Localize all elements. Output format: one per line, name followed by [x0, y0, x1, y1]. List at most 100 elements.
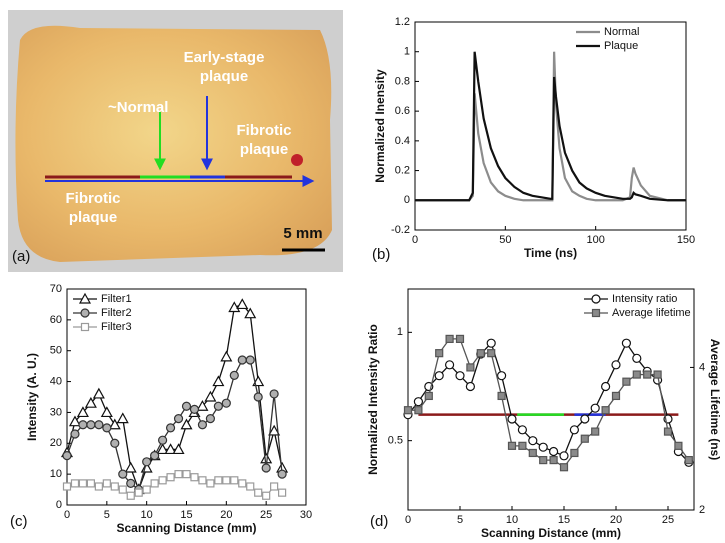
panel-label: (c): [10, 513, 28, 530]
marker: [643, 370, 652, 379]
marker: [476, 349, 485, 358]
marker: [229, 370, 239, 380]
series-line: [66, 303, 283, 492]
marker: [220, 350, 233, 362]
marker: [205, 414, 215, 424]
marker: [94, 420, 104, 430]
x-tick-label: 25: [260, 509, 272, 521]
plot-frame: [407, 288, 695, 511]
legend-marker: [80, 322, 90, 332]
marker: [78, 420, 88, 430]
marker: [539, 455, 548, 465]
marker: [621, 338, 632, 348]
photo-label: plaque: [200, 68, 248, 85]
y-tick-label: 70: [50, 283, 62, 295]
marker: [156, 443, 169, 455]
marker: [166, 473, 175, 482]
marker: [174, 470, 183, 479]
marker: [466, 363, 475, 372]
marker: [78, 479, 88, 488]
marker: [198, 476, 207, 485]
marker: [84, 396, 97, 408]
series-line: [415, 51, 686, 202]
marker: [254, 488, 263, 497]
x-tick-label: 10: [141, 509, 153, 521]
marker: [102, 423, 112, 433]
marker: [86, 420, 96, 430]
marker: [497, 371, 507, 381]
marker: [528, 448, 537, 458]
marker: [245, 355, 255, 365]
marker: [94, 482, 103, 491]
marker: [455, 371, 465, 381]
marker: [632, 353, 642, 363]
legend-label: Filter2: [101, 307, 132, 319]
legend-marker: [591, 294, 601, 304]
x-axis-label: Scanning Distance (mm): [116, 521, 256, 535]
marker: [434, 371, 444, 381]
marker: [611, 391, 621, 401]
x-tick-label: 0: [405, 514, 411, 526]
marker: [189, 404, 200, 414]
series-line: [415, 51, 686, 202]
x-tick-label: 30: [300, 509, 312, 521]
marker: [569, 425, 580, 435]
photo-label: Early-stage: [184, 49, 265, 66]
x-tick-label: 150: [677, 234, 695, 246]
marker: [158, 435, 168, 445]
marker: [126, 478, 136, 488]
tissue: [15, 25, 333, 263]
marker: [517, 425, 528, 435]
x-axis-label: Time (ns): [524, 246, 577, 260]
y-axis-label: Intensity (A. U.): [25, 353, 39, 441]
y2-tick-label: 2: [699, 504, 705, 516]
marker: [230, 476, 239, 485]
marker: [413, 397, 423, 407]
marker: [204, 390, 217, 402]
marker: [674, 441, 683, 450]
x-tick-label: 20: [220, 509, 232, 521]
marker: [165, 423, 176, 433]
marker: [403, 406, 413, 415]
marker: [507, 414, 517, 424]
y-tick-label: 0: [56, 499, 62, 511]
marker: [173, 414, 184, 424]
marker: [580, 414, 590, 424]
marker: [653, 370, 662, 379]
marker: [118, 469, 128, 479]
marker: [414, 406, 423, 415]
marker: [261, 463, 271, 473]
legend-label: Average lifetime: [612, 307, 691, 319]
marker: [110, 438, 120, 448]
marker: [632, 370, 641, 379]
plot-frame: [414, 21, 687, 231]
marker: [110, 482, 119, 491]
marker: [246, 482, 255, 491]
marker: [559, 451, 569, 461]
marker: [424, 391, 433, 401]
y-tick-label: 0.6: [395, 105, 410, 117]
marker: [158, 476, 167, 485]
marker: [538, 442, 548, 452]
y-axis-label: Normalized Inensity: [373, 69, 387, 183]
marker: [237, 355, 247, 365]
x-tick-label: 5: [104, 509, 110, 521]
x-tick-label: 15: [180, 509, 192, 521]
marker: [164, 443, 177, 455]
y-tick-label: 40: [50, 375, 62, 387]
series-line: [408, 338, 690, 469]
marker: [238, 479, 247, 488]
marker: [62, 482, 72, 491]
marker: [92, 387, 105, 399]
marker: [570, 448, 579, 458]
marker: [486, 338, 496, 348]
marker: [270, 482, 279, 491]
marker: [559, 463, 569, 472]
marker: [181, 401, 192, 411]
marker: [278, 488, 287, 497]
scale-bar-label: 5 mm: [283, 225, 322, 242]
legend-label: Intensity ratio: [612, 293, 677, 305]
photo-label: plaque: [69, 209, 117, 226]
lesion: [291, 154, 303, 166]
